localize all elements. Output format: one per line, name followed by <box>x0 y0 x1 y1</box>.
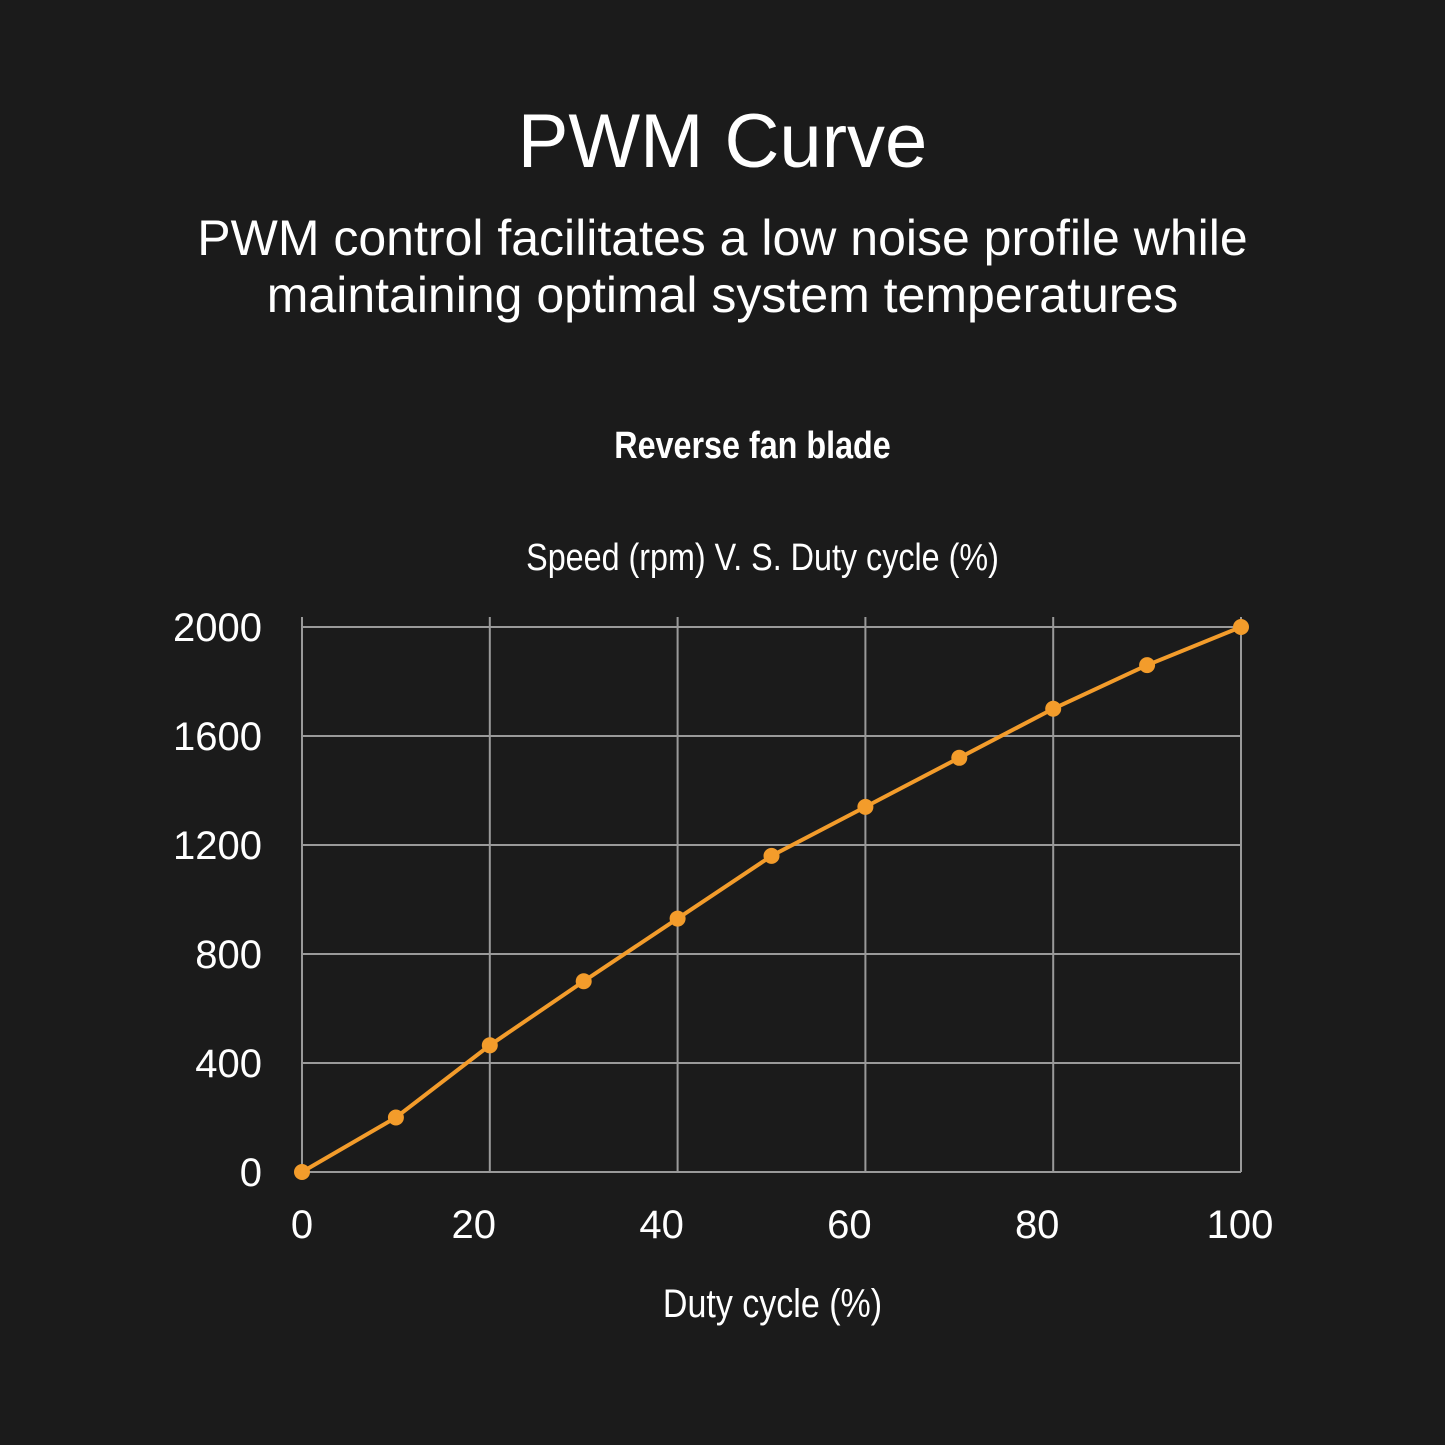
y-tick-label: 1600 <box>173 715 262 759</box>
subtitle-line-2: maintaining optimal system temperatures <box>266 267 1179 323</box>
x-tick-label: 80 <box>1015 1203 1060 1247</box>
data-point <box>575 973 592 990</box>
data-point <box>669 910 686 927</box>
chart-subtitle: Speed (rpm) V. S. Duty cycle (%) <box>526 537 999 579</box>
data-point <box>1139 657 1156 674</box>
y-tick-label: 2000 <box>173 606 262 650</box>
x-tick-label: 60 <box>827 1203 872 1247</box>
chart-title: Reverse fan blade <box>614 425 891 467</box>
y-tick-label: 400 <box>195 1042 262 1086</box>
data-point <box>481 1037 498 1054</box>
data-point <box>951 749 968 766</box>
x-tick-label: 20 <box>452 1203 497 1247</box>
x-tick-label: 0 <box>291 1203 313 1247</box>
data-point <box>294 1164 310 1180</box>
series-line <box>300 625 1242 1174</box>
x-tick-label: 100 <box>1207 1203 1274 1247</box>
data-point <box>763 847 780 864</box>
data-point <box>1045 700 1062 717</box>
data-point <box>857 798 874 815</box>
data-point <box>387 1109 404 1126</box>
page-title: PWM Curve <box>517 99 928 184</box>
y-tick-label: 0 <box>240 1151 262 1195</box>
y-tick-label: 1200 <box>173 824 262 868</box>
x-axis-label: Duty cycle (%) <box>662 1282 883 1326</box>
page-subtitle: PWM control facilitates a low noise prof… <box>0 210 1445 324</box>
data-point <box>1233 619 1249 635</box>
x-tick-label: 40 <box>639 1203 684 1247</box>
subtitle-line-1: PWM control facilitates a low noise prof… <box>197 210 1248 266</box>
y-tick-label: 800 <box>195 933 262 977</box>
